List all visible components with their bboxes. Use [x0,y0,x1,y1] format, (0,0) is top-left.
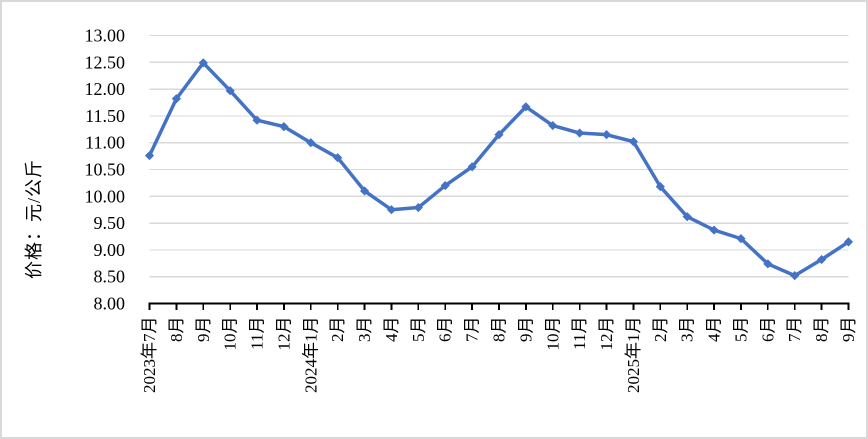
data-point-marker [655,182,665,192]
x-tick-label: 12月 [274,317,293,351]
x-tick-label: 6月 [758,317,777,343]
x-tick-label: 2月 [651,317,670,343]
x-tick-label: 2024年1月 [301,317,320,394]
x-tick-label: 5月 [731,317,750,343]
x-tick-label: 2月 [328,317,347,343]
y-tick-label: 10.50 [85,160,126,180]
x-tick-label: 4月 [705,317,724,343]
x-tick-label: 12月 [597,317,616,351]
data-point-marker [333,153,343,163]
x-tick-label: 8月 [490,317,509,343]
x-tick-label: 2023年7月 [140,317,159,394]
data-point-marker [601,130,612,140]
data-point-marker [763,259,773,269]
data-point-marker [790,271,800,281]
x-tick-label: 10月 [221,317,240,351]
x-tick-label: 5月 [409,317,428,343]
y-tick-label: 9.00 [94,240,126,260]
data-point-marker [279,122,289,132]
data-point-marker [494,130,504,140]
x-tick-label: 9月 [194,317,213,343]
y-tick-label: 11.00 [85,133,125,153]
data-point-marker [682,212,692,222]
x-tick-label: 7月 [785,317,804,343]
x-tick-label: 3月 [678,317,697,343]
data-point-marker [386,205,397,215]
data-point-marker [413,202,423,213]
data-point-marker [359,186,370,196]
data-point-marker [843,237,854,247]
data-point-marker [225,86,235,96]
x-tick-label: 9月 [839,317,858,343]
y-tick-label: 8.50 [94,267,126,287]
y-tick-label: 8.00 [94,294,126,314]
x-tick-label: 8月 [812,317,831,343]
x-tick-label: 9月 [516,317,535,343]
data-point-marker [144,150,155,161]
data-point-marker [628,137,639,147]
data-point-marker [709,225,719,235]
x-tick-label: 10月 [543,317,562,351]
data-point-marker [252,115,262,125]
y-tick-label: 12.00 [85,79,126,99]
y-tick-label: 10.00 [85,186,126,206]
x-tick-label: 7月 [463,317,482,343]
y-tick-label: 13.00 [85,26,126,46]
data-point-marker [521,102,531,112]
x-tick-label: 2025年1月 [624,317,643,394]
data-point-marker [736,234,746,244]
data-point-marker [306,138,316,148]
y-tick-label: 9.50 [94,213,126,233]
data-point-marker [575,128,585,138]
x-tick-label: 11月 [570,317,589,350]
data-point-marker [440,180,450,191]
x-tick-label: 3月 [355,317,374,343]
data-point-marker [171,94,181,104]
y-tick-label: 11.50 [85,106,125,126]
y-tick-label: 12.50 [85,52,126,72]
x-tick-label: 11月 [248,317,267,350]
data-point-marker [467,162,477,172]
x-tick-label: 6月 [436,317,455,343]
x-tick-label: 4月 [382,317,401,343]
x-tick-label: 8月 [167,317,186,343]
data-point-marker [548,120,558,131]
